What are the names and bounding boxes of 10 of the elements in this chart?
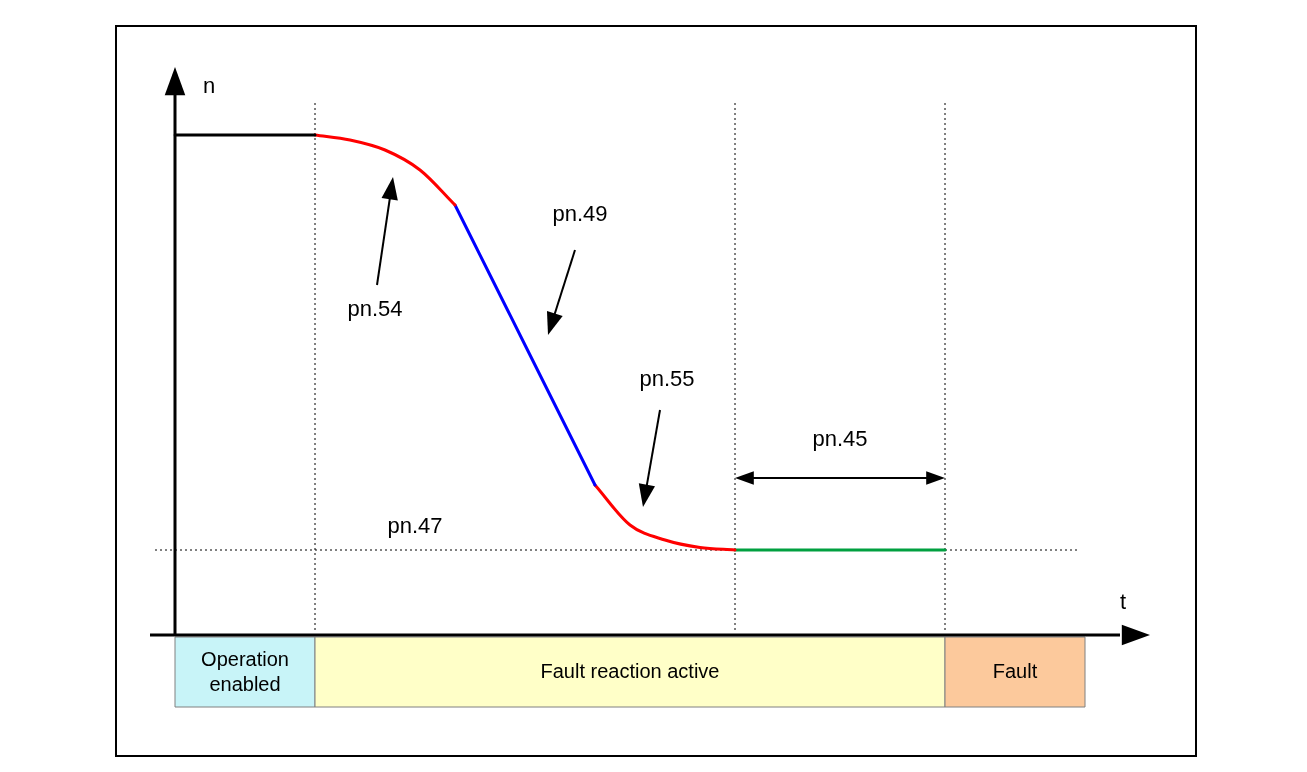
text: Fault (992, 659, 1038, 682)
annotation: pn.49 (552, 201, 608, 227)
text: Operation enabled (201, 647, 289, 695)
annotation: pn.45 (812, 426, 868, 452)
x-axis-title: t (1120, 589, 1127, 615)
annotation: pn.54 (347, 296, 403, 322)
text: Fault reaction active (540, 659, 720, 682)
y-axis-title: n (203, 73, 216, 99)
ref-line-label: pn.47 (387, 513, 443, 539)
annotation: pn.55 (639, 366, 695, 392)
